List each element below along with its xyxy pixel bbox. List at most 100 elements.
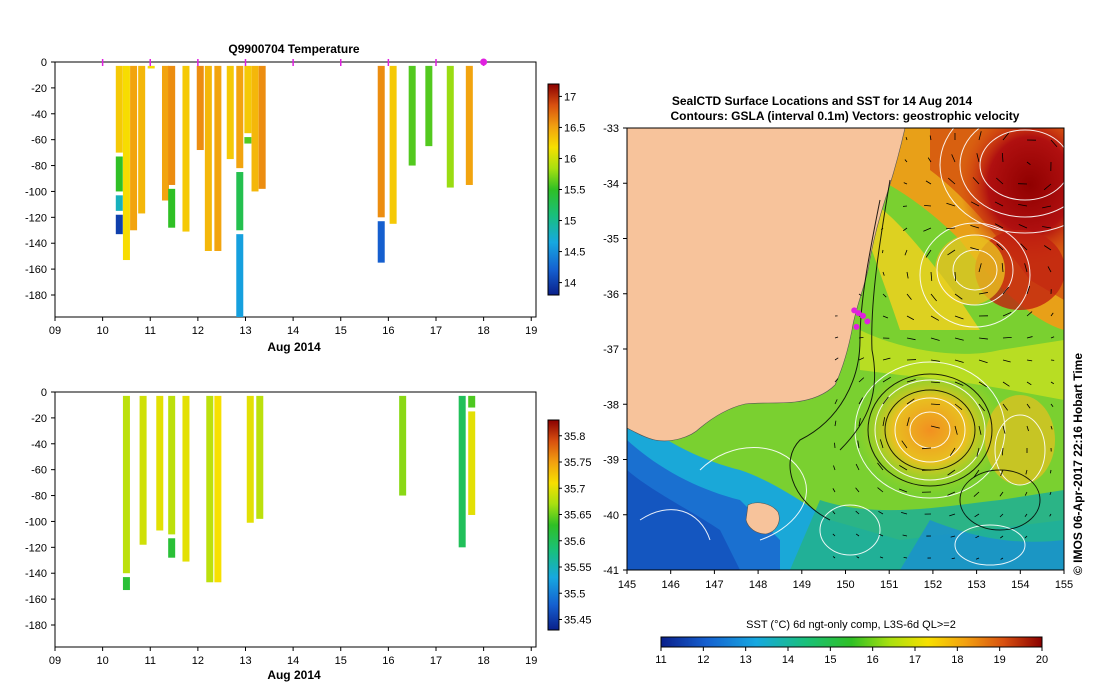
velocity-vector [906, 271, 909, 279]
velocity-vector [1047, 266, 1052, 273]
velocity-vector [1042, 226, 1052, 229]
velocity-vector [882, 396, 889, 405]
velocity-vector [978, 131, 982, 141]
velocity-vector [1050, 469, 1052, 474]
velocity-vector [950, 535, 956, 538]
sst-map [627, 128, 1064, 570]
velocity-vector [855, 463, 860, 471]
velocity-vector [882, 376, 891, 383]
velocity-vector [978, 425, 982, 435]
velocity-vector [1050, 425, 1053, 430]
profile-bar [168, 188, 176, 228]
profile-bar [115, 156, 123, 192]
velocity-vector [949, 513, 956, 517]
geostrophic-vectors [832, 131, 1058, 560]
velocity-vector [1018, 224, 1028, 229]
profile-bar [446, 65, 454, 188]
deploy-marker-current [480, 58, 488, 66]
velocity-vector [901, 440, 908, 449]
map-x-tick-label: 146 [662, 579, 680, 591]
profile-bar [214, 395, 222, 583]
velocity-vector [978, 263, 982, 273]
velocity-vector [879, 439, 884, 449]
y-tick-label: -40 [31, 439, 47, 451]
map-y-tick-label: -41 [603, 565, 619, 577]
y-tick-label: -160 [25, 594, 47, 606]
velocity-vector [945, 227, 956, 230]
colorbar-tick-label: 14.5 [564, 247, 585, 259]
map-subtitle: Contours: GSLA (interval 0.1m) Vectors: … [671, 109, 1020, 123]
velocity-vector [1001, 152, 1004, 163]
seal-location-dot [855, 310, 862, 317]
velocity-vector [976, 153, 980, 163]
velocity-vector [947, 177, 956, 185]
velocity-vector [858, 397, 864, 405]
velocity-vector [994, 223, 1004, 229]
map-y-tick-label: -37 [603, 344, 619, 356]
profile-bar [408, 65, 416, 166]
sst-colorbar [660, 636, 1043, 648]
velocity-vector [904, 249, 908, 256]
velocity-vector [973, 491, 980, 497]
profile-bar [115, 195, 123, 211]
velocity-vector [906, 417, 910, 427]
sst-colorbar-tick-label: 12 [697, 654, 709, 666]
velocity-vector [1026, 336, 1033, 339]
velocity-vector [930, 425, 940, 429]
sst-colorbar-tick-label: 19 [994, 654, 1006, 666]
velocity-vector [903, 556, 908, 559]
velocity-vector [1002, 286, 1009, 295]
profile-bar [389, 65, 397, 224]
profile-bar [236, 234, 244, 317]
profile-bar [115, 214, 123, 235]
velocity-vector [970, 201, 980, 207]
velocity-vector [921, 447, 932, 450]
velocity-vector [832, 488, 836, 493]
velocity-vector [923, 227, 932, 232]
bottom-plot-frame [54, 391, 537, 648]
velocity-vector [930, 403, 941, 405]
velocity-vector [1001, 447, 1004, 456]
velocity-vector [879, 533, 884, 537]
copyright-label: © IMOS 06-Apr-2017 22:16 Hobart Time [1071, 353, 1085, 575]
top-colorbar [547, 83, 560, 296]
profile-bar [246, 395, 254, 523]
velocity-vector [901, 511, 908, 515]
x-tick-label: 11 [145, 325, 156, 337]
profile-bar [138, 65, 146, 214]
map-y-tick-label: -38 [603, 399, 619, 411]
velocity-vector [1024, 513, 1028, 517]
map-x-tick-label: 149 [793, 579, 811, 591]
y-tick-label: -180 [25, 290, 47, 302]
velocity-vector [899, 465, 908, 471]
sst-colorbar-tick-label: 20 [1036, 654, 1048, 666]
colorbar-tick-label: 35.45 [564, 615, 592, 627]
sst-colorbar-ticks: 11 12 13 14 15 16 17 18 19 20 [655, 647, 1048, 666]
profile-bar [468, 395, 476, 408]
bottom-x-axis: 09 10 11 12 13 14 15 16 17 18 19 [49, 647, 537, 667]
velocity-vector [946, 202, 956, 207]
gsla-contours-white [639, 128, 1064, 566]
top-y-axis: 0 -20 -40 -60 -80 -100 -120 -140 -160 -180 [25, 57, 55, 302]
velocity-vector [947, 491, 956, 496]
velocity-vector [1000, 535, 1004, 539]
velocity-vector [1024, 263, 1028, 273]
profile-bar [168, 395, 176, 535]
x-tick-label: 09 [49, 325, 61, 337]
velocity-vector [1026, 403, 1031, 409]
velocity-vector [975, 557, 980, 560]
x-tick-label: 17 [430, 325, 442, 337]
velocity-vector [858, 418, 861, 427]
velocity-vector [970, 225, 980, 229]
profile-bar [204, 65, 212, 251]
profile-bar [196, 65, 204, 151]
velocity-vector [1002, 311, 1012, 317]
velocity-vector [882, 315, 889, 319]
velocity-vector [906, 379, 916, 383]
map-x-tick-label: 145 [618, 579, 636, 591]
colorbar-tick-label: 16.5 [564, 122, 585, 134]
y-tick-label: -60 [31, 135, 47, 147]
map-x-tick-label: 153 [967, 579, 985, 591]
x-tick-label: 18 [477, 655, 489, 667]
velocity-vector [1050, 403, 1054, 407]
